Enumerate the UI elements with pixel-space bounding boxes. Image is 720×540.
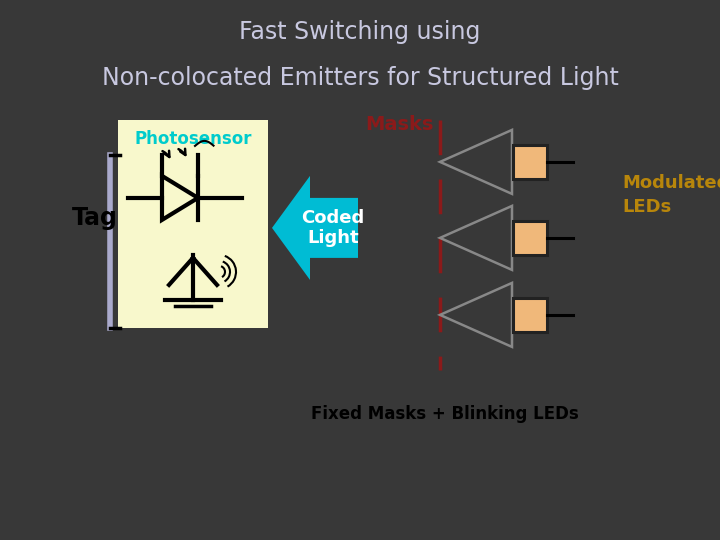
Text: Non-colocated Emitters for Structured Light: Non-colocated Emitters for Structured Li… bbox=[102, 66, 618, 90]
Text: Coded
Light: Coded Light bbox=[302, 208, 364, 247]
Text: Tag: Tag bbox=[72, 206, 118, 230]
Bar bbox=[513, 298, 547, 332]
Bar bbox=[513, 221, 547, 255]
Text: Photosensor: Photosensor bbox=[134, 130, 252, 148]
Text: Fixed Masks + Blinking LEDs: Fixed Masks + Blinking LEDs bbox=[311, 405, 579, 423]
Bar bbox=[118, 120, 268, 328]
Bar bbox=[513, 145, 547, 179]
Polygon shape bbox=[272, 176, 358, 280]
Text: Modulated
LEDs: Modulated LEDs bbox=[622, 174, 720, 215]
Bar bbox=[0, 530, 720, 540]
Text: Fast Switching using: Fast Switching using bbox=[239, 20, 481, 44]
Text: Masks: Masks bbox=[366, 115, 434, 134]
